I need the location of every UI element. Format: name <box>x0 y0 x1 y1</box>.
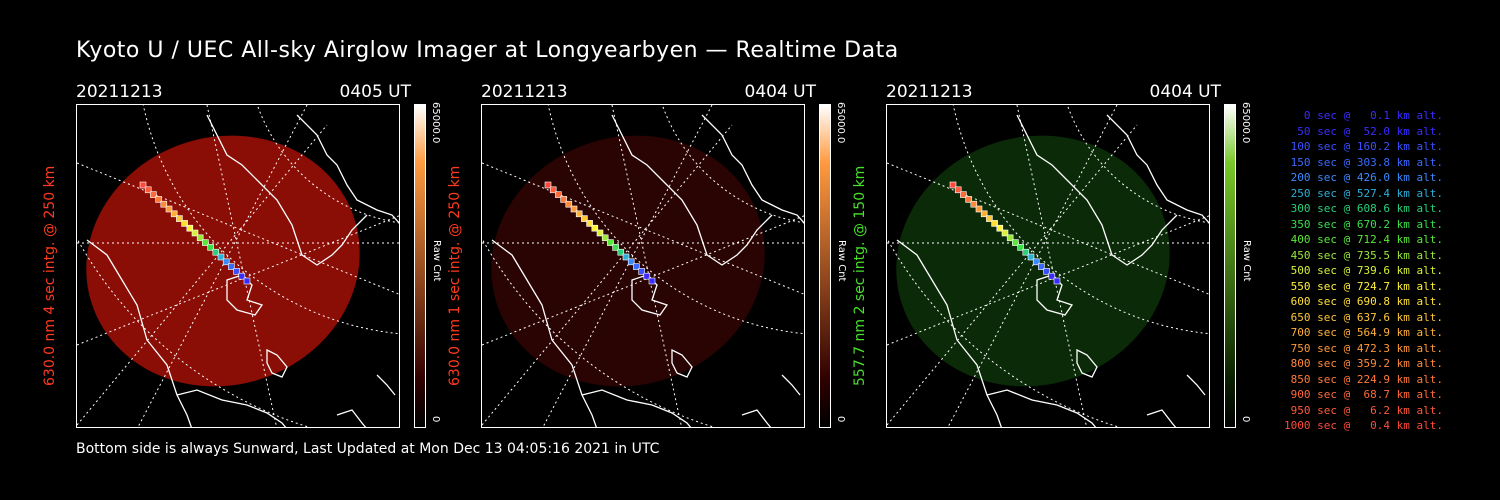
panel-wavelength-label: 630.0 nm 1 sec intg. @ 250 km <box>447 165 463 387</box>
colorbar-min-label: 0 <box>835 416 846 423</box>
colorbar <box>414 104 426 428</box>
legend-row: 1000 sec @ 0.4 km alt. <box>1284 419 1443 432</box>
trajectory-legend: 0 sec @ 0.1 km alt. 50 sec @ 52.0 km alt… <box>1284 108 1443 434</box>
footer-status: Bottom side is always Sunward, Last Upda… <box>76 441 660 457</box>
legend-row: 450 sec @ 735.5 km alt. <box>1290 248 1443 262</box>
panel-time: 0404 UT <box>1149 82 1222 102</box>
airglow-panel-1: 20211213 0405 UT 630.0 nm 4 sec intg. @ … <box>42 80 496 432</box>
panel-date: 20211213 <box>76 82 163 102</box>
allsky-image <box>481 104 805 428</box>
colorbar-unit-label: Raw Cnt <box>431 240 442 282</box>
legend-row: 550 sec @ 724.7 km alt. <box>1290 279 1443 293</box>
legend-row: 150 sec @ 303.8 km alt. <box>1290 155 1443 169</box>
allsky-image <box>886 104 1210 428</box>
legend-row: 400 sec @ 712.4 km alt. <box>1290 233 1443 246</box>
panel-time: 0405 UT <box>339 82 412 102</box>
legend-row: 350 sec @ 670.2 km alt. <box>1290 217 1443 231</box>
legend-row: 650 sec @ 637.6 km alt. <box>1290 310 1443 324</box>
airglow-panel-2: 20211213 0404 UT 630.0 nm 1 sec intg. @ … <box>447 80 901 432</box>
legend-row: 300 sec @ 608.6 km alt. <box>1290 202 1443 215</box>
colorbar-unit-label: Raw Cnt <box>836 240 847 282</box>
legend-row: 750 sec @ 472.3 km alt. <box>1290 341 1443 355</box>
colorbar <box>819 104 831 428</box>
legend-row: 850 sec @ 224.9 km alt. <box>1290 372 1443 386</box>
legend-row: 100 sec @ 160.2 km alt. <box>1290 140 1443 153</box>
legend-row: 200 sec @ 426.0 km alt. <box>1290 171 1443 184</box>
panel-wavelength-label: 557.7 nm 2 sec intg. @ 150 km <box>852 165 868 387</box>
legend-row: 0 sec @ 0.1 km alt. <box>1290 109 1443 122</box>
colorbar-min-label: 0 <box>1240 416 1251 423</box>
allsky-image <box>76 104 400 428</box>
airglow-panel-3: 20211213 0404 UT 557.7 nm 2 sec intg. @ … <box>852 80 1306 432</box>
colorbar-unit-label: Raw Cnt <box>1241 240 1252 282</box>
legend-row: 50 sec @ 52.0 km alt. <box>1290 124 1443 138</box>
legend-row: 800 sec @ 359.2 km alt. <box>1290 357 1443 370</box>
colorbar-max-label: 65000.0 <box>1240 102 1251 144</box>
colorbar-max-label: 65000.0 <box>430 102 441 144</box>
panel-time: 0404 UT <box>744 82 817 102</box>
panel-date: 20211213 <box>481 82 568 102</box>
legend-row: 950 sec @ 6.2 km alt. <box>1290 403 1443 417</box>
colorbar <box>1224 104 1236 428</box>
legend-row: 250 sec @ 527.4 km alt. <box>1290 186 1443 200</box>
legend-row: 600 sec @ 690.8 km alt. <box>1290 295 1443 308</box>
panel-wavelength-label: 630.0 nm 4 sec intg. @ 250 km <box>42 165 58 387</box>
colorbar-min-label: 0 <box>430 416 441 423</box>
panel-date: 20211213 <box>886 82 973 102</box>
legend-row: 700 sec @ 564.9 km alt. <box>1290 326 1443 339</box>
legend-row: 500 sec @ 739.6 km alt. <box>1290 264 1443 277</box>
page-title: Kyoto U / UEC All-sky Airglow Imager at … <box>76 38 899 63</box>
legend-row: 900 sec @ 68.7 km alt. <box>1290 388 1443 401</box>
colorbar-max-label: 65000.0 <box>835 102 846 144</box>
